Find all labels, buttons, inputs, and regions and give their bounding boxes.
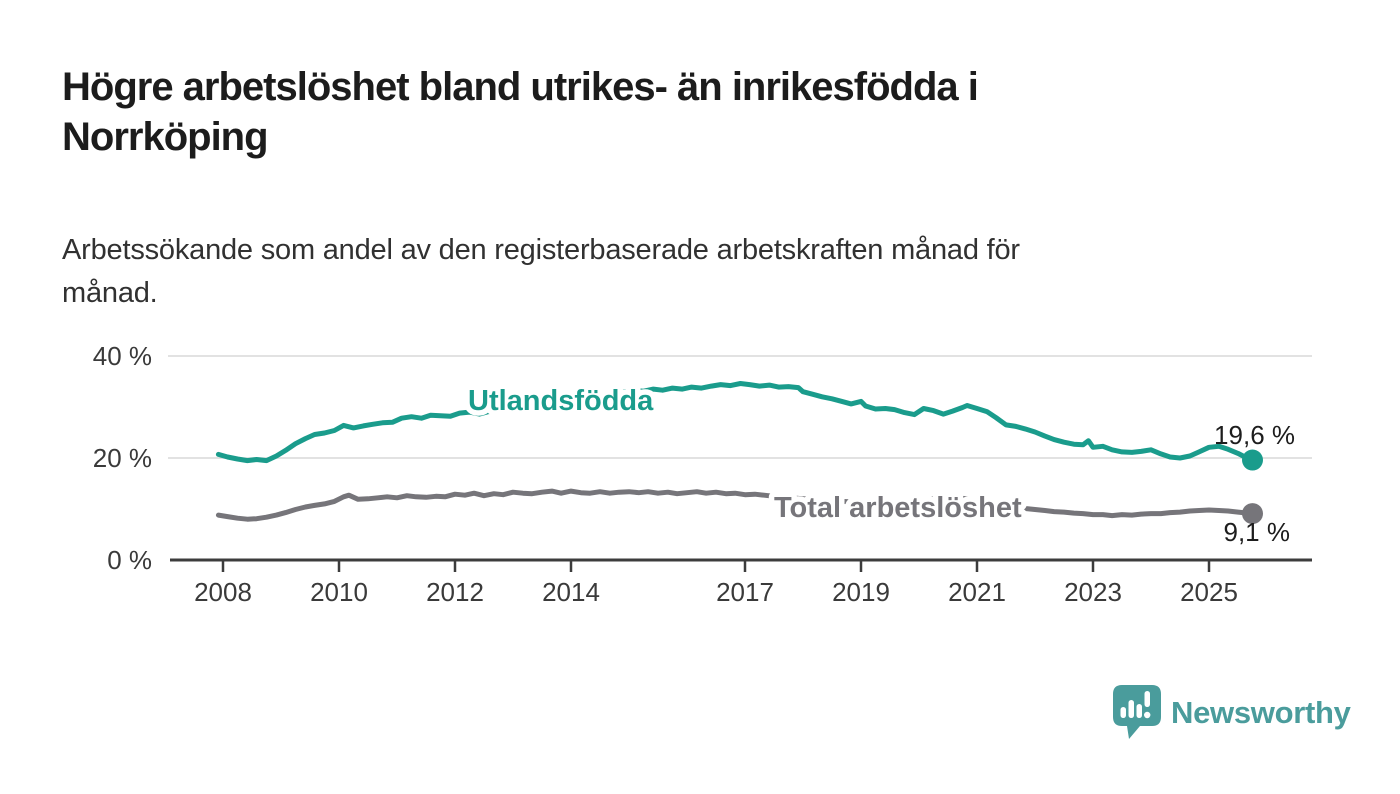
series-line-total-arbetsl-shet — [215, 488, 1255, 522]
x-axis-tick-label: 2025 — [1180, 577, 1238, 607]
series-line-utlandsf-dda — [215, 381, 1255, 464]
x-axis-tick-label: 2008 — [194, 577, 252, 607]
series-end-dot-utlandsf-dda — [1242, 449, 1263, 471]
speech-bubble-bar-chart-icon — [1113, 685, 1161, 739]
newsworthy-logo-text: Newsworthy — [1171, 694, 1351, 730]
x-axis-tick-label: 2021 — [948, 577, 1006, 607]
unemployment-line-chart: 0 % 20 % 40 % 2008 2010 2012 2014 2017 2019 2021 2… — [93, 341, 1312, 607]
x-axis-tick-label: 2023 — [1064, 577, 1122, 607]
newsworthy-logo: Newsworthy — [1112, 684, 1351, 741]
x-axis-tick-label: 2014 — [542, 577, 600, 607]
chart-subtitle-line1: Arbetssökande som andel av den registerb… — [62, 234, 1020, 266]
y-axis-tick-label: 0 % — [107, 545, 152, 575]
page-title-line2: Norrköping — [62, 115, 269, 159]
x-axis-tick-label: 2010 — [310, 577, 368, 607]
series-end-value-label-utlandsf-dda: 19,6 % — [1214, 420, 1295, 450]
x-axis-tick-label: 2012 — [426, 577, 484, 607]
x-axis-tick-label: 2019 — [832, 577, 890, 607]
series-end-value-label-total-arbetsl-shet: 9,1 % — [1224, 517, 1291, 547]
y-axis-tick-label: 20 % — [93, 443, 152, 473]
chart-subtitle: Arbetssökande som andel av den registerb… — [62, 229, 1312, 315]
x-axis-tick-label: 2017 — [716, 577, 774, 607]
y-axis-tick-label: 40 % — [93, 341, 152, 371]
chart-subtitle-line2: månad. — [62, 277, 158, 309]
page-title: Högre arbetslöshet bland utrikes- än inr… — [62, 62, 1312, 162]
series-inline-label-total-arbetsl-shet: Total arbetslöshet — [774, 492, 1022, 524]
page-title-line1: Högre arbetslöshet bland utrikes- än inr… — [62, 65, 979, 109]
series-inline-label-utlandsf-dda: Utlandsfödda — [468, 385, 654, 417]
series-end-dot-total-arbetsl-shet — [1242, 503, 1263, 525]
